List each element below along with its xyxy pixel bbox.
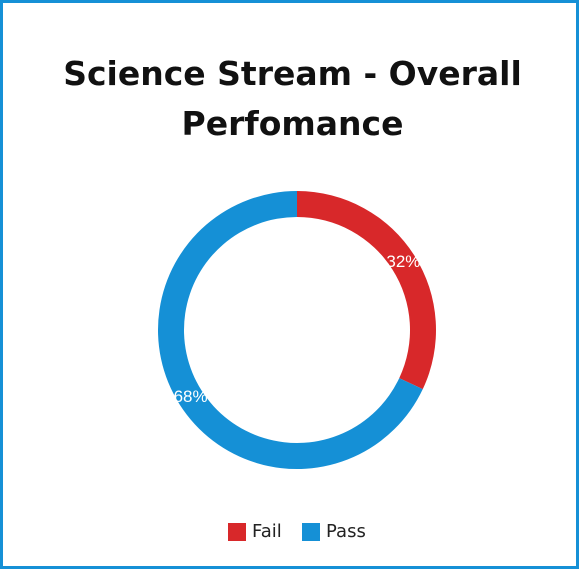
data-label: 68% bbox=[174, 387, 208, 406]
legend-swatch bbox=[302, 523, 320, 541]
legend-label: Fail bbox=[252, 521, 282, 542]
data-label: 32% bbox=[386, 252, 420, 271]
donut-segment bbox=[297, 191, 436, 390]
legend-label: Pass bbox=[326, 521, 366, 542]
chart-title: Science Stream - Overall Perfomance bbox=[63, 54, 522, 143]
legend-swatch bbox=[228, 523, 246, 541]
chart: 32% 68% Fail Pass bbox=[158, 191, 436, 542]
